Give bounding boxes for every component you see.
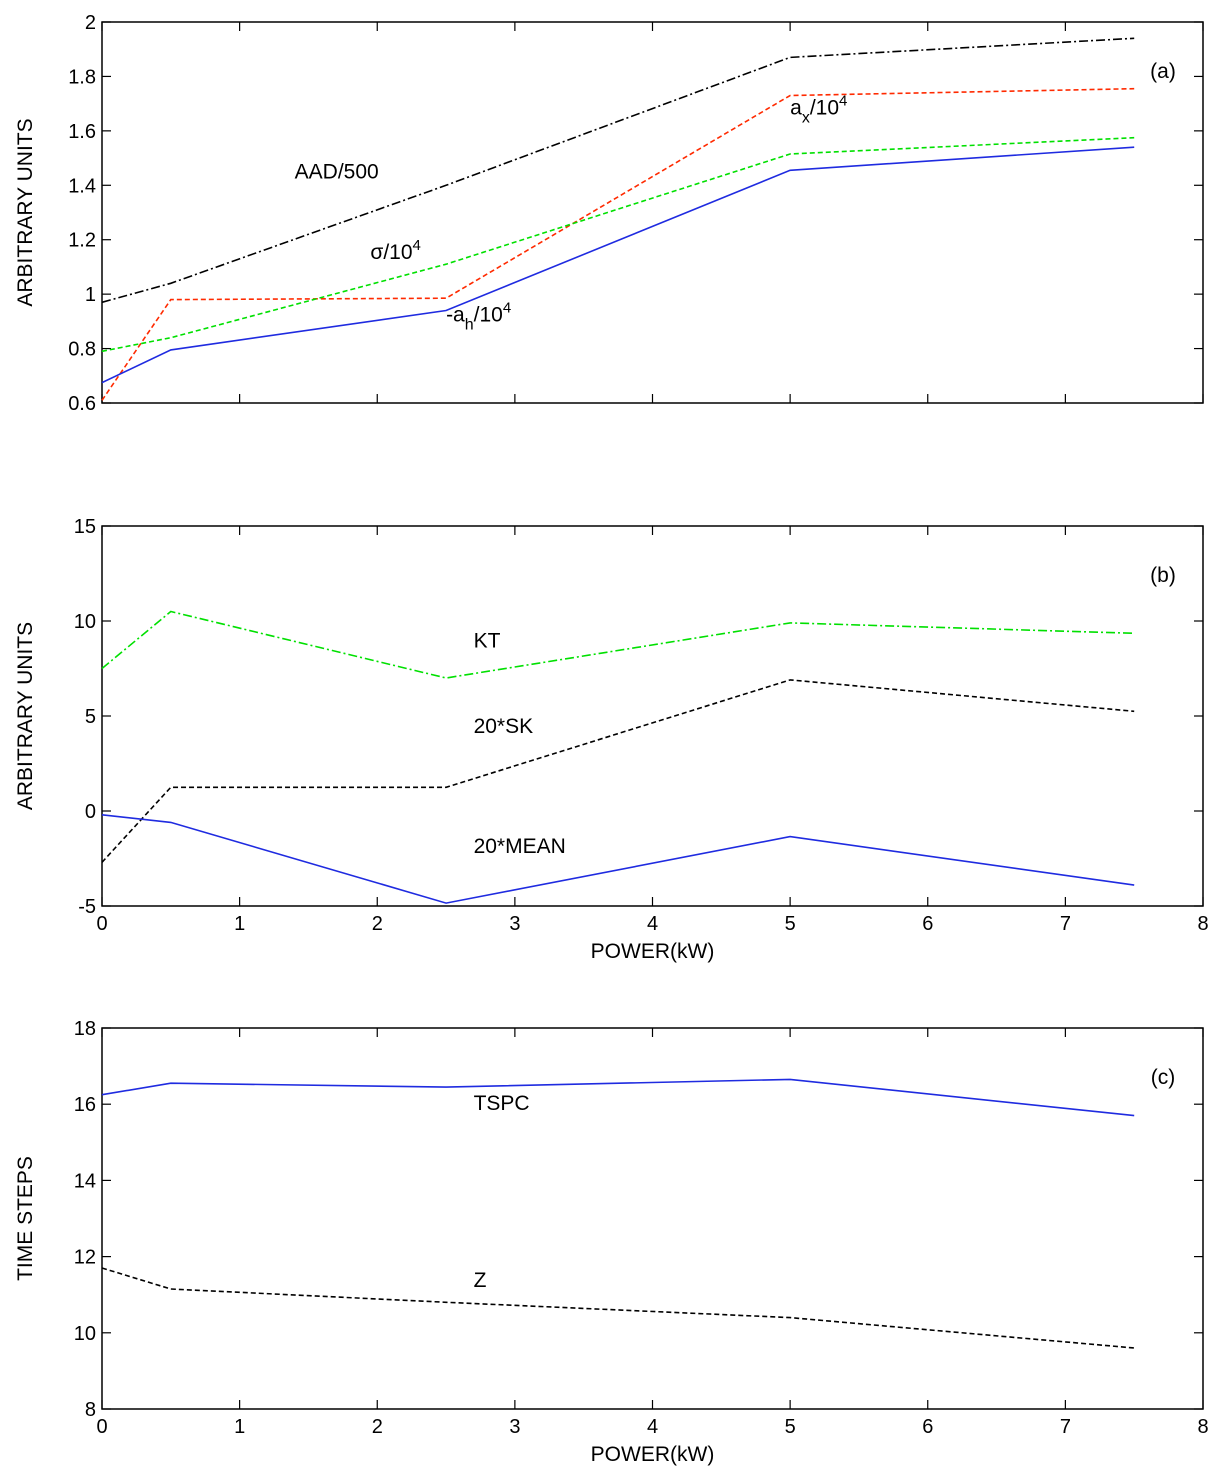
series-line-ax bbox=[101, 87, 1135, 401]
y-tick-label: 0.8 bbox=[68, 339, 96, 361]
panel-label: (a) bbox=[1150, 60, 1176, 83]
x-tick-label: 6 bbox=[922, 1416, 933, 1438]
annotation-tspc: TSPC bbox=[474, 1092, 530, 1115]
panel-label: (c) bbox=[1151, 1066, 1176, 1089]
x-axis-label: POWER(kW) bbox=[591, 1443, 715, 1466]
y-tick-label: 1.8 bbox=[68, 66, 96, 88]
y-tick-label: -5 bbox=[78, 896, 96, 918]
y-tick-label: 0.6 bbox=[68, 393, 96, 415]
x-tick-label: 2 bbox=[372, 1416, 383, 1438]
annotation-mean: 20*MEAN bbox=[474, 835, 566, 858]
x-tick-label: 7 bbox=[1060, 1416, 1071, 1438]
y-tick-label: 5 bbox=[85, 706, 96, 728]
y-tick-label: 8 bbox=[85, 1399, 96, 1421]
series-line-z bbox=[101, 1267, 1135, 1349]
x-tick-label: 0 bbox=[96, 1416, 107, 1438]
y-tick-label: 1.4 bbox=[68, 175, 96, 197]
x-tick-label: 1 bbox=[234, 1416, 245, 1438]
x-tick-label: 3 bbox=[509, 1416, 520, 1438]
x-axis-label: POWER(kW) bbox=[591, 940, 715, 963]
x-tick-label: 2 bbox=[372, 913, 383, 935]
series-line-kt bbox=[101, 610, 1135, 679]
y-tick-label: 12 bbox=[74, 1247, 96, 1269]
series-line-sk bbox=[101, 679, 1135, 863]
annotation-sk: 20*SK bbox=[474, 715, 534, 738]
panel-a: 0.6 0.8 1 1.2 1.4 1.6 1.8 2 ARBITRARY UNITS (a) AA… bbox=[14, 12, 1204, 415]
annotation-sigma: σ/104 bbox=[370, 237, 421, 264]
annotation-z: Z bbox=[474, 1269, 487, 1292]
y-tick-label: 1 bbox=[85, 284, 96, 306]
x-tick-label: 6 bbox=[922, 913, 933, 935]
plot-frame bbox=[101, 21, 1204, 404]
x-tick-label: 7 bbox=[1060, 913, 1071, 935]
annotation-ax: ax/104 bbox=[790, 93, 847, 127]
y-axis-label: ARBITRARY UNITS bbox=[14, 622, 37, 810]
plot-frame bbox=[101, 525, 1204, 907]
x-tick-label: 8 bbox=[1197, 913, 1208, 935]
y-tick-label: 1.2 bbox=[68, 230, 96, 252]
y-tick-label: 2 bbox=[85, 12, 96, 34]
series-line-mean bbox=[101, 814, 1135, 904]
y-axis-label: TIME STEPS bbox=[14, 1156, 37, 1281]
series-line-aad bbox=[101, 37, 1135, 304]
x-tick-label: 3 bbox=[509, 913, 520, 935]
annotation-ah: -ah/104 bbox=[446, 299, 511, 333]
y-tick-label: 14 bbox=[74, 1170, 96, 1192]
y-tick-label: 15 bbox=[74, 516, 96, 538]
x-tick-label: 4 bbox=[647, 1416, 658, 1438]
y-tick-label: 16 bbox=[74, 1094, 96, 1116]
y-axis-label: ARBITRARY UNITS bbox=[14, 118, 37, 306]
y-tick-label: 18 bbox=[74, 1018, 96, 1040]
y-tick-label: 1.6 bbox=[68, 121, 96, 143]
panel-label: (b) bbox=[1150, 564, 1176, 587]
y-tick-label: 10 bbox=[74, 611, 96, 633]
annotation-kt: KT bbox=[474, 630, 501, 653]
annotation-aad: AAD/500 bbox=[295, 160, 379, 183]
x-tick-label: 4 bbox=[647, 913, 658, 935]
x-tick-label: 1 bbox=[234, 913, 245, 935]
series-line-sigma bbox=[101, 136, 1135, 353]
x-tick-label: 5 bbox=[785, 913, 796, 935]
x-tick-label: 0 bbox=[96, 913, 107, 935]
series-line-tspc bbox=[101, 1078, 1135, 1117]
y-tick-label: 0 bbox=[85, 801, 96, 823]
y-tick-label: 10 bbox=[74, 1323, 96, 1345]
series-line-ah bbox=[101, 146, 1135, 384]
x-tick-label: 8 bbox=[1197, 1416, 1208, 1438]
x-tick-label: 5 bbox=[785, 1416, 796, 1438]
